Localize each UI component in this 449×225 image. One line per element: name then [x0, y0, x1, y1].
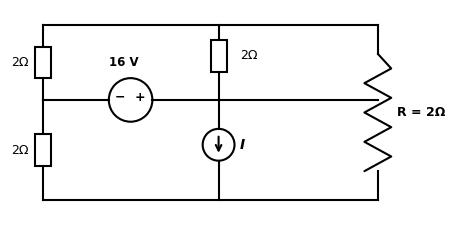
Text: 2Ω: 2Ω [11, 144, 28, 157]
Bar [35, 47, 51, 78]
Text: 2Ω: 2Ω [11, 56, 28, 69]
Text: −: − [115, 91, 125, 104]
Text: 16 V: 16 V [110, 56, 139, 69]
Bar [35, 135, 51, 166]
Text: 2Ω: 2Ω [240, 50, 258, 62]
Bar [211, 40, 227, 72]
Text: I: I [240, 138, 245, 152]
Text: R = 2Ω: R = 2Ω [396, 106, 445, 119]
Text: +: + [134, 91, 145, 104]
